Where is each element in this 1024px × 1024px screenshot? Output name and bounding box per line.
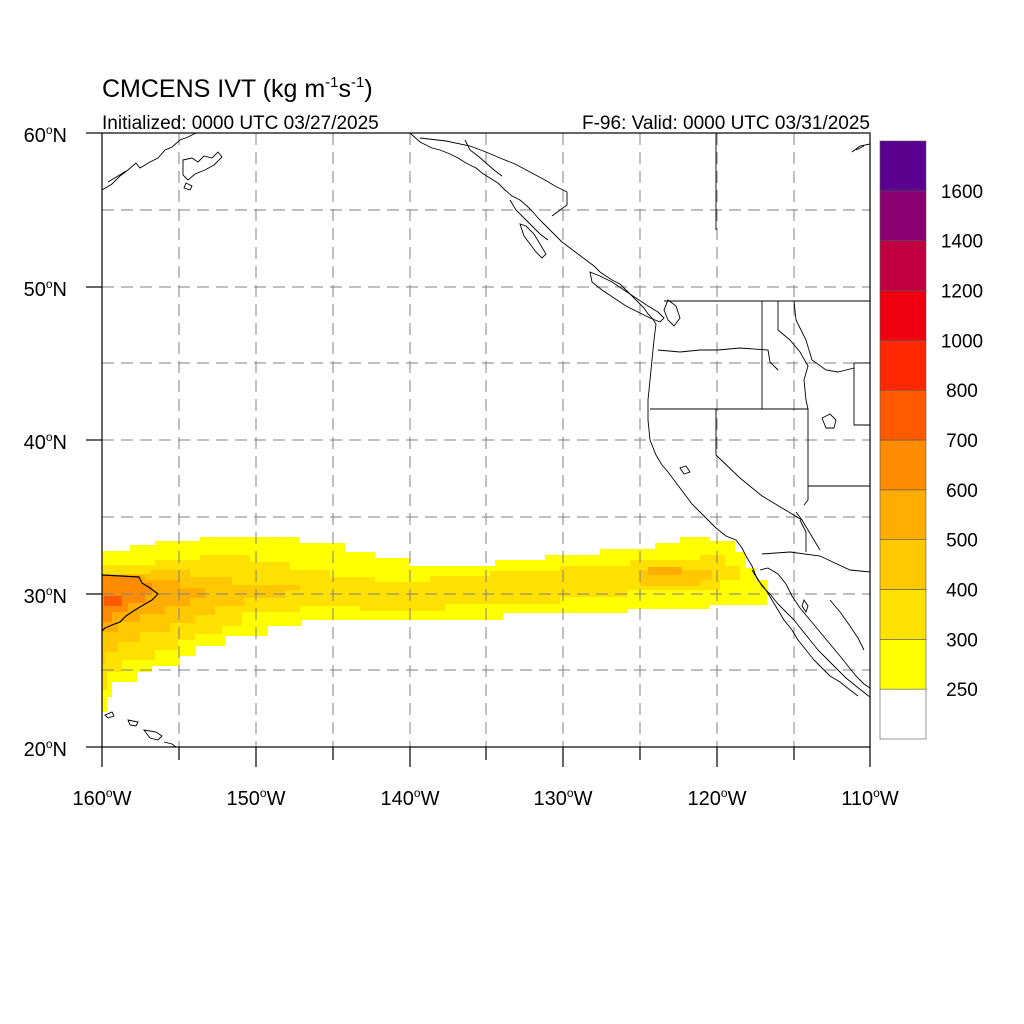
lat-label-40n: 40oN — [24, 430, 67, 454]
colorbar-box — [879, 688, 927, 740]
colorbar-label: 700 — [946, 431, 978, 452]
lat-label-50n: 50oN — [24, 277, 67, 301]
gridlines — [102, 133, 870, 747]
lon-label-160w: 160oW — [73, 786, 132, 810]
colorbar-box — [879, 340, 927, 391]
colorbar-label: 1400 — [941, 232, 983, 253]
colorbar-label: 800 — [946, 381, 978, 402]
colorbar-label: 1600 — [941, 182, 983, 203]
colorbar-box — [879, 489, 927, 540]
lat-label-30n: 30oN — [24, 584, 67, 608]
colorbar-box — [879, 290, 927, 341]
colorbar-box — [879, 639, 927, 690]
colorbar-label: 500 — [946, 531, 978, 552]
colorbar-label: 1200 — [941, 282, 983, 303]
init-time-label: Initialized: 0000 UTC 03/27/2025 — [102, 113, 379, 134]
axis-major-ticks — [86, 132, 871, 767]
colorbar-label: 1000 — [941, 331, 983, 352]
lat-label-20n: 20oN — [24, 737, 67, 761]
colorbar-box — [879, 140, 927, 192]
colorbar-label: 300 — [946, 630, 978, 651]
lon-label-150w: 150oW — [227, 786, 286, 810]
map-plot-area — [102, 133, 870, 747]
colorbar-box — [879, 589, 927, 640]
colorbar-label: 600 — [946, 481, 978, 502]
colorbar-box — [879, 240, 927, 291]
colorbar-box — [879, 539, 927, 590]
lon-label-140w: 140oW — [381, 786, 440, 810]
ivt-colorbar: 250 300 400 500 600 700 800 1000 1200 1400 1600 — [879, 140, 983, 740]
map-title: CMCENS IVT (kg m-1s-1) — [102, 74, 373, 103]
colorbar-box — [879, 190, 927, 241]
colorbar-box — [879, 389, 927, 441]
lon-label-120w: 120oW — [688, 786, 747, 810]
political-boundaries — [419, 133, 870, 573]
colorbar-box — [879, 439, 927, 491]
lon-label-130w: 130oW — [534, 786, 593, 810]
coastlines — [102, 133, 870, 747]
lat-label-60n: 60oN — [24, 123, 67, 147]
lat-labels: 60oN 50oN 40oN 30oN 20oN — [24, 123, 67, 761]
colorbar-label: 400 — [946, 581, 978, 602]
lon-label-110w: 110oW — [841, 786, 899, 810]
valid-time-label: F-96: Valid: 0000 UTC 03/31/2025 — [582, 113, 870, 134]
lon-labels: 160oW 150oW 140oW 130oW 120oW 110oW — [73, 786, 899, 810]
colorbar-label: 250 — [946, 680, 978, 701]
